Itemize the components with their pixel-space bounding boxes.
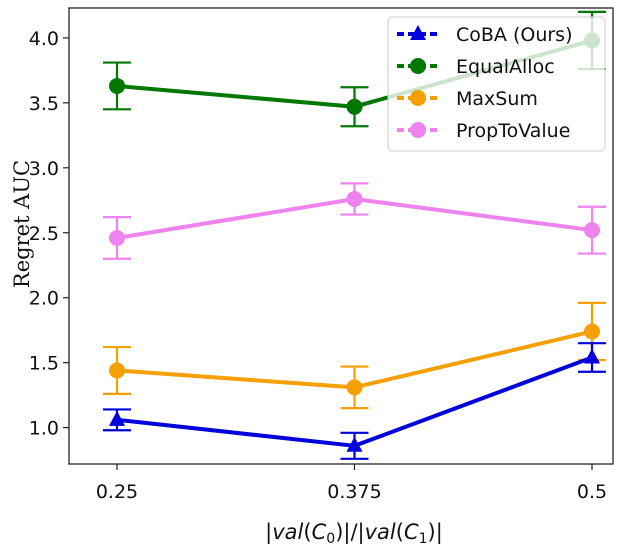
axis-ticks: 1.0 1.5 2.0 2.5 3.0 3.5 4.0 0.25 0.375 0.5 xyxy=(29,28,607,503)
plot-frame xyxy=(68,7,614,465)
data-point xyxy=(109,77,125,94)
legend-item-maxsum: MaxSum xyxy=(397,88,538,110)
legend-item-proptovalue: PropToValue xyxy=(397,120,570,142)
y-tick-label: 4.0 xyxy=(29,28,59,50)
series-proptovalue xyxy=(103,182,606,260)
legend-label: EqualAlloc xyxy=(456,56,555,78)
data-point xyxy=(346,436,363,452)
plot-border xyxy=(68,7,614,465)
legend-marker xyxy=(410,90,426,106)
y-tick-label: 2.5 xyxy=(29,223,59,245)
x-tick-label: 0.25 xyxy=(96,481,138,503)
data-point xyxy=(109,410,125,426)
y-tick-label: 1.5 xyxy=(29,353,59,375)
y-tick-label: 1.0 xyxy=(29,418,59,440)
series-coba-ours xyxy=(103,342,606,460)
data-point xyxy=(109,362,125,379)
series-maxsum xyxy=(103,301,606,410)
y-tick-label: 3.5 xyxy=(29,93,59,115)
y-tick-label: 2.0 xyxy=(29,288,59,310)
legend: CoBA (Ours) EqualAlloc MaxSum PropToValue xyxy=(387,16,606,152)
x-tick-label: 0.375 xyxy=(327,481,381,503)
data-point xyxy=(346,190,363,207)
data-point xyxy=(109,229,125,246)
legend-box xyxy=(387,16,606,152)
data-point xyxy=(346,98,363,115)
data-point xyxy=(584,348,600,364)
data-point xyxy=(584,323,600,340)
legend-item-coba-ours: CoBA (Ours) xyxy=(397,24,573,46)
legend-marker xyxy=(410,25,426,40)
legend-label: CoBA (Ours) xyxy=(456,24,573,46)
x-tick-label: 0.5 xyxy=(577,481,607,503)
legend-marker xyxy=(410,122,426,138)
legend-label: PropToValue xyxy=(456,120,570,142)
legend-label: MaxSum xyxy=(456,88,538,110)
x-axis-label: |val(C0)|/|val(C1)| xyxy=(265,520,443,547)
data-point xyxy=(584,222,600,239)
legend-marker xyxy=(410,58,426,74)
legend-item-equalalloc: EqualAlloc xyxy=(397,56,555,78)
data-point xyxy=(346,379,363,396)
y-tick-label: 3.0 xyxy=(29,158,59,180)
y-axis-label: Regret AUC xyxy=(10,160,34,288)
